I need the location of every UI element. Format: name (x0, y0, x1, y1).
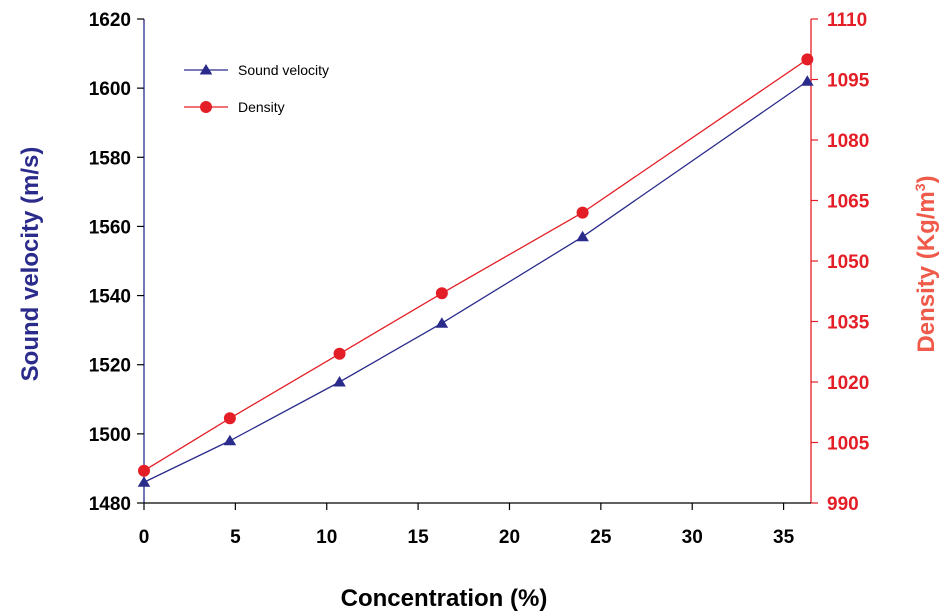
density-point (576, 206, 589, 219)
x-tick-label: 20 (499, 527, 520, 548)
axes-group: 0 5 10 15 20 25 30 3514801500152015401560158016… (89, 10, 870, 548)
series-line-density (143, 58, 808, 472)
density-point (223, 412, 236, 425)
x-tick-label: 25 (590, 527, 612, 548)
y-right-tick-label: 1095 (827, 71, 870, 92)
y-right-tick-label: 1080 (827, 131, 869, 152)
y-left-tick-label: 1620 (89, 10, 131, 31)
series-group (137, 53, 814, 487)
sound-velocity-point (576, 230, 589, 242)
sound-velocity-point (223, 434, 237, 446)
y-axis-right-title-close: ) (913, 175, 940, 183)
sound-velocity-point (801, 75, 814, 86)
density-point (138, 464, 150, 477)
y-axis-right-title: Density (Kg/m3) (912, 175, 940, 352)
legend-triangle-marker (199, 64, 213, 75)
y-left-tick-label: 1580 (89, 148, 131, 169)
y-left-tick-label: 1520 (89, 356, 131, 377)
x-tick-label: 30 (682, 527, 703, 548)
density-point (801, 53, 814, 66)
y-left-tick-label: 1600 (89, 79, 131, 100)
x-tick-label: 5 (230, 527, 241, 548)
y-right-tick-label: 1005 (827, 434, 870, 455)
y-axis-right-title-main: Density (Kg/m (913, 191, 940, 352)
legend-label: Density (238, 99, 285, 115)
sound-velocity-point (333, 376, 346, 387)
legend-label: Sound velocity (238, 62, 329, 78)
series-line-sound-velocity (143, 80, 808, 483)
legend: Sound velocity Density (184, 62, 329, 115)
x-tick-label: 35 (773, 527, 795, 548)
y-left-tick-label: 1500 (89, 425, 131, 446)
y-left-tick-label: 1560 (89, 217, 131, 238)
x-tick-label: 10 (316, 527, 337, 548)
density-point (333, 347, 346, 360)
y-right-tick-label: 1035 (827, 313, 870, 334)
y-right-tick-label: 1110 (827, 10, 867, 31)
y-left-tick-label: 1480 (89, 494, 131, 515)
x-tick-label: 15 (408, 527, 430, 548)
y-axis-left-title: Sound velocity (m/s) (17, 147, 44, 382)
y-left-tick-label: 1540 (89, 287, 131, 308)
sound-velocity-point (435, 317, 449, 328)
y-axis-right-title-sup: 3 (912, 183, 928, 191)
legend-circle-marker (200, 101, 212, 113)
x-tick-label: 0 (139, 527, 150, 548)
y-right-tick-label: 1065 (827, 192, 870, 213)
density-point (435, 287, 448, 300)
y-right-tick-label: 990 (827, 494, 859, 515)
y-right-tick-label: 1050 (827, 252, 869, 273)
x-axis-title: Concentration (%) (341, 585, 548, 612)
sound-velocity-point (137, 476, 151, 487)
y-right-tick-label: 1020 (827, 373, 869, 394)
